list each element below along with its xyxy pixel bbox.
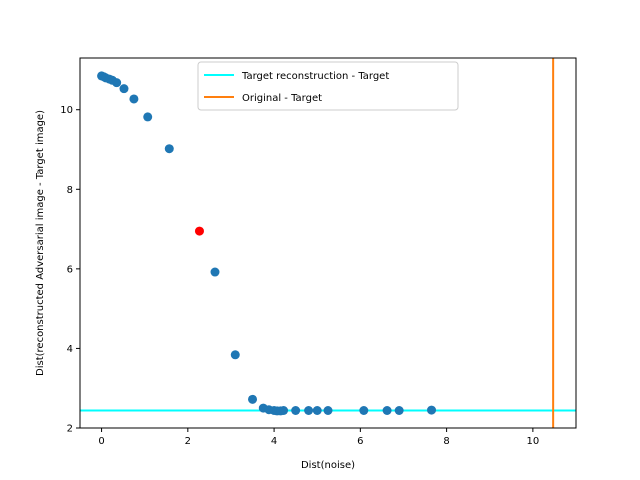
scatter-point	[129, 94, 139, 104]
scatter-point	[210, 267, 220, 277]
x-tick-label: 8	[443, 436, 449, 447]
legend-box	[197, 61, 459, 111]
scatter-point	[279, 405, 289, 415]
y-tick-label: 4	[67, 344, 73, 355]
scatter-point	[359, 405, 369, 415]
y-tick-label: 2	[67, 424, 73, 435]
y-tick-label: 8	[67, 185, 73, 196]
scatter-point	[248, 394, 258, 404]
scatter-point	[323, 405, 333, 415]
x-axis-label: Dist(noise)	[301, 460, 355, 471]
highlight-point	[194, 226, 204, 236]
legend-label-target-reconstruction: Target reconstruction - Target	[241, 71, 389, 82]
x-tick-label: 2	[185, 436, 191, 447]
scatter-point	[304, 405, 314, 415]
scatter-point	[291, 405, 301, 415]
legend: Target reconstruction - Target Original …	[197, 61, 459, 111]
y-axis-label: Dist(reconstructed Adversarial image - T…	[35, 110, 46, 376]
y-axis-ticks: 2 4 6 8 10	[60, 105, 80, 435]
x-tick-label: 6	[357, 436, 363, 447]
scatter-point	[394, 405, 404, 415]
y-tick-label: 6	[67, 264, 73, 275]
scatter-point	[112, 78, 122, 88]
scatter-point	[382, 405, 392, 415]
legend-label-original: Original - Target	[242, 93, 322, 104]
axes-frame	[79, 57, 577, 429]
scatter-point	[312, 405, 322, 415]
x-tick-label: 0	[98, 436, 104, 447]
x-axis-ticks: 0 2 4 6 8 10	[98, 428, 539, 447]
scatter-point	[230, 350, 240, 360]
scatter-point	[427, 405, 437, 415]
scatter-point	[164, 144, 174, 154]
scatter-point	[143, 112, 153, 122]
x-tick-label: 4	[271, 436, 277, 447]
scatter-point	[119, 84, 129, 94]
scatter-points	[97, 71, 437, 416]
x-tick-label: 10	[527, 436, 540, 447]
y-tick-label: 10	[60, 105, 73, 116]
